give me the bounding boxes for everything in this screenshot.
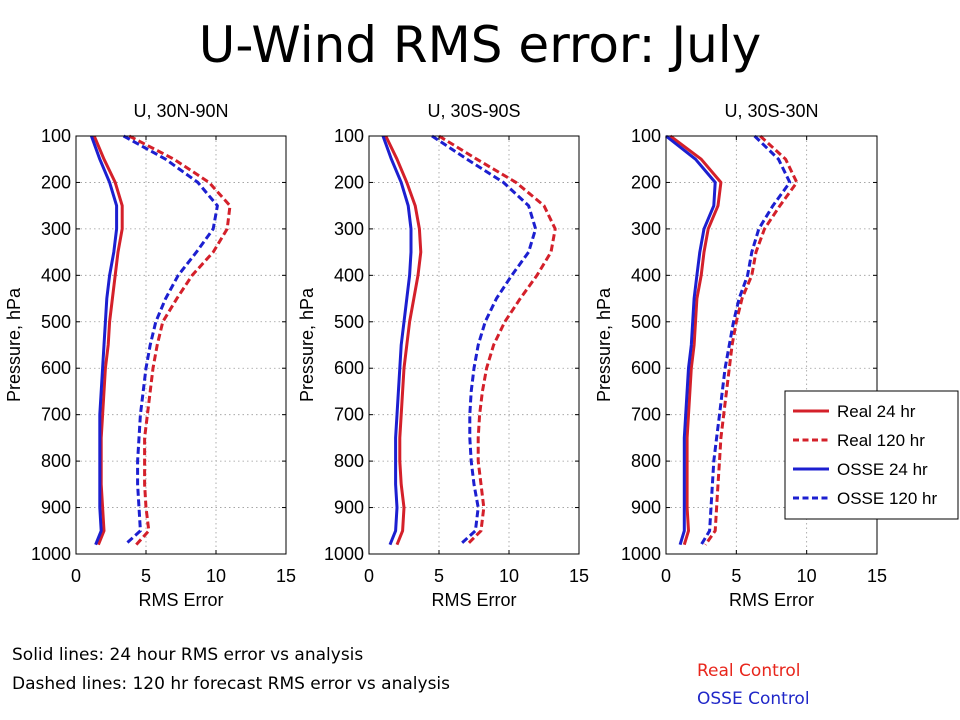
plot-frame: [368, 135, 580, 555]
y-tick-label: 700: [41, 405, 71, 425]
y-tick-label: 300: [334, 219, 364, 239]
series-line-osse-24-hr: [381, 135, 413, 546]
x-axis-label: RMS Error: [729, 590, 814, 610]
slide-title: U-Wind RMS error: July: [198, 16, 762, 74]
y-tick-label: 200: [41, 172, 71, 192]
y-tick-label: 800: [41, 451, 71, 471]
y-tick-label: 700: [631, 405, 661, 425]
y-axis-label: Pressure, hPa: [4, 287, 24, 402]
y-tick-label: 500: [41, 312, 71, 332]
x-tick-label: 0: [364, 566, 374, 586]
y-tick-label: 1000: [324, 544, 364, 564]
y-tick-label: 300: [41, 219, 71, 239]
x-tick-label: 10: [206, 566, 226, 586]
y-tick-label: 300: [631, 219, 661, 239]
y-tick-label: 100: [334, 126, 364, 146]
y-tick-label: 400: [334, 265, 364, 285]
x-tick-label: 15: [569, 566, 589, 586]
legend-label: OSSE 120 hr: [837, 489, 938, 508]
osse-control-label: OSSE Control: [697, 689, 810, 709]
y-tick-label: 1000: [31, 544, 71, 564]
legend-label: Real 120 hr: [837, 431, 925, 450]
x-tick-label: 10: [499, 566, 519, 586]
chart-title: U, 30N-90N: [133, 101, 228, 121]
chart-title: U, 30S-90S: [427, 101, 520, 121]
note-solid-lines: Solid lines: 24 hour RMS error vs analys…: [12, 645, 364, 665]
chart-title: U, 30S-30N: [724, 101, 818, 121]
y-tick-label: 800: [334, 451, 364, 471]
series-line-real-120-hr: [438, 134, 557, 546]
y-tick-label: 200: [334, 172, 364, 192]
plot-frame: [75, 135, 287, 555]
x-axis-label: RMS Error: [432, 590, 517, 610]
y-tick-label: 400: [41, 265, 71, 285]
y-tick-label: 800: [631, 451, 661, 471]
y-axis-label: Pressure, hPa: [297, 287, 317, 402]
y-tick-label: 500: [334, 312, 364, 332]
series-line-real-120-hr: [128, 134, 232, 546]
series-line-osse-24-hr: [665, 134, 717, 546]
chart-panel-3: 0 5 10 15 100 200 300 400 500 600 700 800 900 1000 U, …: [594, 101, 959, 610]
y-tick-label: 400: [631, 265, 661, 285]
x-axis-label: RMS Error: [139, 590, 224, 610]
y-tick-label: 500: [631, 312, 661, 332]
y-tick-label: 600: [631, 358, 661, 378]
series-line-real-120-hr: [704, 134, 799, 546]
note-dashed-lines: Dashed lines: 120 hr forecast RMS error …: [12, 674, 451, 694]
y-axis-label: Pressure, hPa: [594, 287, 614, 402]
series-line-osse-120-hr: [122, 134, 219, 546]
series-line-real-24-hr: [669, 134, 723, 546]
y-tick-label: 200: [631, 172, 661, 192]
legend-label: OSSE 24 hr: [837, 460, 928, 479]
series-line-osse-120-hr: [699, 134, 792, 546]
x-tick-label: 10: [797, 566, 817, 586]
x-tick-label: 0: [661, 566, 671, 586]
chart-legend: Real 24 hr Real 120 hr OSSE 24 hr OSSE 120 …: [784, 390, 959, 520]
y-tick-label: 900: [334, 498, 364, 518]
y-tick-label: 700: [334, 405, 364, 425]
series-line-osse-120-hr: [431, 134, 538, 546]
y-tick-label: 600: [41, 358, 71, 378]
y-tick-label: 600: [334, 358, 364, 378]
series-line-real-24-hr: [384, 135, 423, 546]
x-tick-label: 15: [276, 566, 296, 586]
y-tick-label: 1000: [621, 544, 661, 564]
y-tick-label: 900: [631, 498, 661, 518]
y-tick-label: 100: [631, 126, 661, 146]
series-line-osse-24-hr: [89, 135, 119, 546]
x-tick-label: 5: [731, 566, 741, 586]
x-tick-label: 5: [434, 566, 444, 586]
real-control-label: Real Control: [697, 661, 801, 681]
x-tick-label: 0: [71, 566, 81, 586]
y-tick-label: 100: [41, 126, 71, 146]
y-tick-label: 900: [41, 498, 71, 518]
x-tick-label: 5: [141, 566, 151, 586]
x-tick-label: 15: [867, 566, 887, 586]
chart-panel-1: 0 5 10 15 100 200 300 400 500 600 700 800 900 1000 U, …: [4, 101, 296, 610]
legend-label: Real 24 hr: [837, 402, 916, 421]
chart-panel-2: 0 5 10 15 100 200 300 400 500 600 700 800 900 1000 U, …: [297, 101, 589, 610]
plot-frame: [665, 135, 878, 555]
